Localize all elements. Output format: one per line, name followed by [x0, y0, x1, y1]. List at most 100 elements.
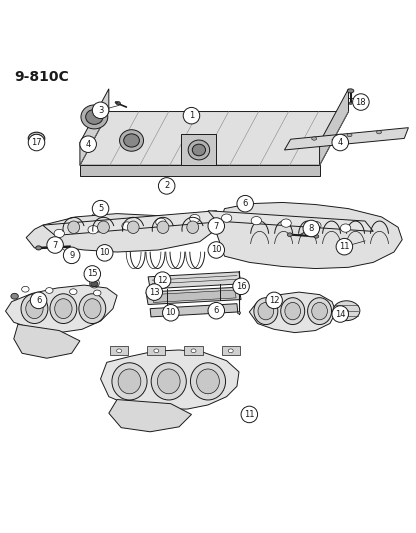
Text: 10: 10 [166, 308, 176, 317]
Ellipse shape [349, 102, 352, 104]
Ellipse shape [312, 302, 327, 320]
Ellipse shape [31, 134, 42, 142]
Text: 7: 7 [213, 222, 219, 230]
Ellipse shape [312, 137, 317, 140]
Polygon shape [285, 128, 409, 150]
Circle shape [92, 200, 109, 217]
Ellipse shape [187, 221, 198, 233]
Circle shape [233, 278, 249, 295]
Ellipse shape [94, 290, 101, 296]
Polygon shape [5, 285, 117, 333]
Circle shape [303, 220, 319, 237]
Ellipse shape [238, 312, 240, 314]
Text: 11: 11 [244, 410, 255, 419]
Polygon shape [181, 134, 216, 165]
Text: 5: 5 [98, 204, 103, 213]
Ellipse shape [88, 225, 98, 234]
Text: 9: 9 [69, 251, 74, 260]
Ellipse shape [86, 109, 103, 124]
Ellipse shape [197, 369, 219, 394]
Ellipse shape [188, 140, 210, 160]
Circle shape [183, 108, 200, 124]
Text: 12: 12 [157, 276, 168, 285]
Ellipse shape [190, 214, 200, 223]
Circle shape [158, 177, 175, 194]
Circle shape [241, 406, 258, 423]
Polygon shape [150, 304, 238, 317]
Circle shape [332, 306, 349, 322]
Polygon shape [184, 346, 203, 356]
Ellipse shape [46, 288, 53, 293]
Ellipse shape [50, 294, 77, 324]
Circle shape [208, 302, 225, 319]
Ellipse shape [307, 298, 332, 325]
Text: 4: 4 [338, 138, 343, 147]
Circle shape [84, 265, 101, 282]
Ellipse shape [54, 298, 72, 319]
Ellipse shape [84, 298, 101, 319]
Polygon shape [14, 325, 80, 358]
Ellipse shape [154, 349, 159, 353]
Text: 10: 10 [211, 246, 221, 254]
Polygon shape [216, 203, 402, 269]
Ellipse shape [347, 133, 352, 137]
Circle shape [63, 247, 80, 264]
Ellipse shape [191, 363, 225, 400]
Ellipse shape [251, 216, 262, 225]
Ellipse shape [157, 221, 169, 233]
Circle shape [266, 292, 282, 309]
Text: 15: 15 [87, 270, 97, 278]
Text: 10: 10 [99, 248, 110, 257]
Ellipse shape [340, 224, 351, 232]
Ellipse shape [116, 349, 121, 353]
Polygon shape [80, 111, 349, 165]
Polygon shape [101, 350, 239, 409]
Ellipse shape [21, 294, 48, 324]
Circle shape [237, 196, 253, 212]
Text: 3: 3 [98, 106, 103, 115]
Ellipse shape [97, 221, 109, 233]
Text: 2: 2 [164, 181, 169, 190]
Ellipse shape [26, 298, 43, 319]
Polygon shape [222, 346, 240, 356]
Circle shape [80, 136, 97, 152]
Ellipse shape [54, 229, 64, 238]
Ellipse shape [119, 130, 144, 151]
Ellipse shape [127, 221, 139, 233]
Ellipse shape [287, 233, 292, 237]
Ellipse shape [376, 131, 381, 134]
Ellipse shape [314, 235, 319, 238]
Text: 6: 6 [213, 306, 219, 315]
Circle shape [208, 241, 225, 258]
Ellipse shape [91, 281, 98, 287]
Polygon shape [147, 346, 166, 356]
Text: 11: 11 [339, 242, 349, 251]
Circle shape [47, 237, 63, 253]
Text: 16: 16 [236, 282, 246, 291]
Polygon shape [146, 287, 241, 304]
Polygon shape [152, 290, 236, 302]
Polygon shape [109, 400, 191, 432]
Ellipse shape [192, 144, 206, 156]
Ellipse shape [116, 102, 120, 105]
Ellipse shape [157, 369, 180, 394]
Text: 6: 6 [36, 296, 41, 305]
Text: 17: 17 [31, 138, 42, 147]
Circle shape [97, 245, 113, 261]
Polygon shape [80, 89, 109, 165]
Ellipse shape [79, 294, 106, 324]
Circle shape [163, 304, 179, 321]
Polygon shape [319, 89, 349, 165]
Ellipse shape [118, 369, 141, 394]
Text: 13: 13 [149, 288, 160, 297]
Ellipse shape [122, 222, 132, 230]
Ellipse shape [28, 132, 45, 144]
Polygon shape [249, 292, 336, 333]
Text: 14: 14 [335, 310, 345, 319]
Polygon shape [80, 165, 319, 175]
Text: 8: 8 [309, 224, 314, 233]
Ellipse shape [156, 218, 166, 227]
Circle shape [208, 218, 225, 235]
Text: 9-810C: 9-810C [14, 70, 69, 84]
Ellipse shape [333, 301, 360, 321]
